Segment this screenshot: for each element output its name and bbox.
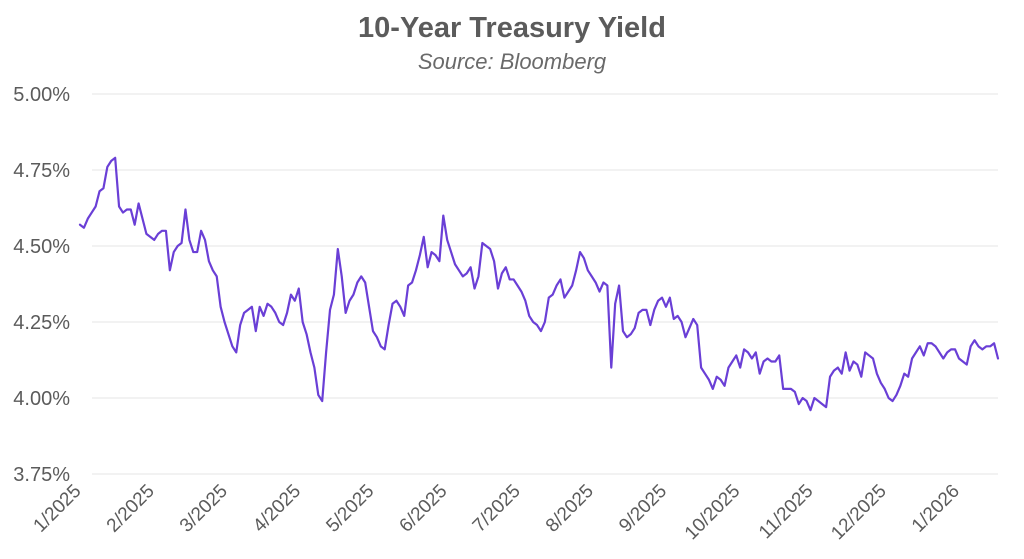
x-tick-label: 8/2025 <box>542 481 598 537</box>
y-tick-label: 4.25% <box>13 312 70 334</box>
y-tick-label: 3.75% <box>13 464 70 486</box>
series-line <box>78 156 1000 412</box>
x-tick-label: 7/2025 <box>469 481 525 537</box>
x-tick-label: 1/2025 <box>30 481 86 537</box>
x-tick-label: 6/2025 <box>396 481 452 537</box>
y-tick-label: 5.00% <box>13 84 70 106</box>
x-tick-label: 1/2026 <box>908 481 964 537</box>
x-tick-label: 10/2025 <box>681 481 744 544</box>
gridlines <box>92 93 998 475</box>
y-tick-label: 4.50% <box>13 236 70 258</box>
x-tick-label: 11/2025 <box>755 481 817 543</box>
y-tick-label: 4.75% <box>13 160 70 182</box>
x-tick-label: 9/2025 <box>615 481 671 537</box>
chart-title: 10-Year Treasury Yield <box>358 12 666 44</box>
x-tick-label: 5/2025 <box>322 481 378 537</box>
x-tick-label: 4/2025 <box>249 481 305 537</box>
x-tick-label: 3/2025 <box>176 481 232 537</box>
x-axis-ticks: 1/2025 2/2025 3/2025 4/2025 5/2025 6/2025 7/20… <box>30 481 964 544</box>
x-tick-label: 12/2025 <box>827 481 890 544</box>
chart-subtitle: Source: Bloomberg <box>417 49 607 74</box>
y-tick-label: 4.00% <box>13 388 70 410</box>
series-group <box>78 156 1000 412</box>
x-tick-label: 2/2025 <box>103 481 159 537</box>
y-axis-ticks: 3.75% 4.00% 4.25% 4.50% 4.75% 5.00% <box>13 84 70 486</box>
